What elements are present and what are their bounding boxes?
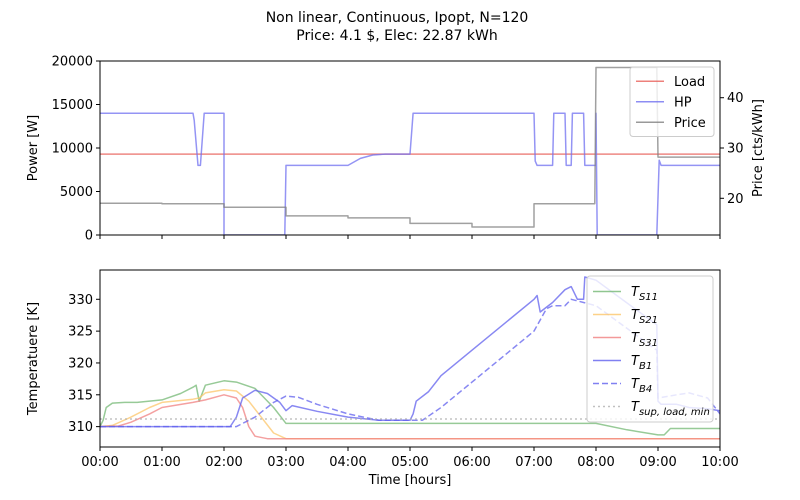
y2-tick-label: 20 [727,192,744,207]
x-tick-label: 01:00 [143,455,180,470]
legend-label-sub: B4 [639,384,652,395]
series-line-t-s21 [100,388,720,440]
series-line-price [100,66,720,228]
legend-box [586,275,714,423]
y-axis-label: Temperatuere [K] [26,302,41,416]
legend-label: Price [674,116,706,131]
legend-label: TB1 [631,354,652,372]
y2-tick-label: 30 [727,142,744,157]
y-tick-label: 10000 [52,142,93,157]
legend-label: TS11 [631,285,658,303]
legend-label-main: T [631,285,640,300]
y2-axis-label: Price [cts/kWh] [751,99,766,197]
x-tick-label: 04:00 [329,455,366,470]
x-tick-label: 08:00 [577,455,614,470]
x-tick-label: 06:00 [453,455,490,470]
x-tick-label: 02:00 [205,455,242,470]
x-tick-label: 09:00 [639,455,676,470]
legend-label-main: T [631,331,640,346]
x-tick-label: 10:00 [701,455,738,470]
y-tick-label: 320 [68,356,93,371]
figure-title-line1: Non linear, Continuous, Ipopt, N=120 [266,10,529,26]
bottom-panel: 00:00 01:00 02:00 03:00 04:00 05:00 06:00 07:00… [26,269,739,488]
legend-label-sub: S11 [639,292,658,303]
legend-label: TS21 [631,308,658,326]
y-axis-label: Power [W] [26,115,41,181]
legend-label-main: T [631,308,640,323]
x-tick-label: 07:00 [515,455,552,470]
legend-label: Load [674,75,705,90]
series-line-t-s11 [100,380,720,436]
legend-label-main: T [631,354,640,369]
legend-label-sub: sup, load, min [639,407,710,418]
top-panel: 0 5000 10000 15000 20000 20 30 40 Power [W] Price… [26,55,766,244]
legend-label: Tsup, load, min [631,400,710,418]
series-line-hp [100,112,720,235]
x-tick-label: 00:00 [81,455,118,470]
y-tick-label: 330 [68,293,93,308]
legend-label-main: T [631,377,640,392]
legend-label: TS31 [631,331,658,349]
legend-label-main: T [631,400,640,415]
x-tick-label: 03:00 [267,455,304,470]
x-axis-label: Time [hours] [368,473,452,488]
plot-area [100,66,720,235]
legend-label-sub: S21 [639,315,658,326]
y-tick-label: 325 [68,325,93,340]
series-line-t-b4 [100,298,720,428]
figure-title-line2: Price: 4.1 $, Elec: 22.87 kWh [296,28,497,44]
y-tick-label: 315 [68,388,93,403]
legend-label-sub: B1 [639,361,652,372]
legend-label-sub: S31 [639,338,658,349]
y2-tick-label: 40 [727,91,744,106]
legend-label: TB4 [631,377,652,395]
y-tick-label: 20000 [52,55,93,70]
y-tick-label: 310 [68,420,93,435]
series-line-t-s31 [100,394,720,440]
x-tick-label: 05:00 [391,455,428,470]
legend: Load HP Price [629,66,715,137]
y-tick-label: 15000 [52,98,93,113]
legend-label: HP [674,95,692,110]
y-tick-label: 5000 [60,185,93,200]
legend-box [629,66,715,137]
y-tick-label: 0 [85,229,93,244]
